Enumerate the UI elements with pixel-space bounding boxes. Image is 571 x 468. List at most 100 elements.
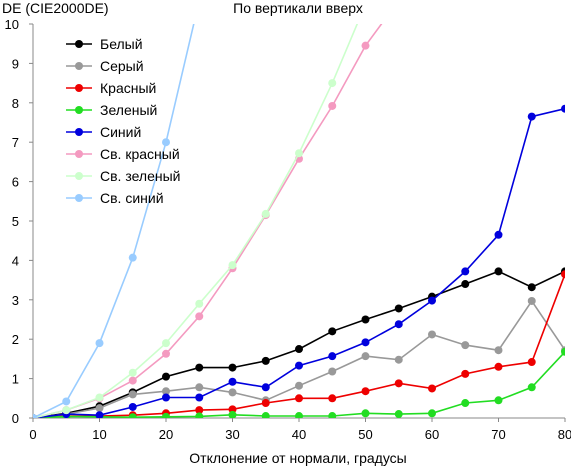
data-point: [195, 299, 204, 308]
data-point: [295, 149, 303, 158]
legend-label: Св. зеленый: [100, 168, 180, 184]
data-point: [361, 352, 370, 361]
data-point: [295, 412, 303, 418]
data-point: [162, 349, 170, 358]
series-layer: [33, 24, 565, 418]
data-point: [95, 339, 104, 348]
series-line: [33, 24, 195, 418]
y-tick-label: 5: [12, 214, 19, 229]
data-point: [128, 390, 137, 399]
data-point: [394, 410, 403, 418]
data-point: [228, 261, 237, 270]
data-point: [527, 112, 536, 121]
data-point: [428, 384, 436, 393]
data-point: [328, 394, 337, 403]
data-point: [162, 339, 170, 348]
y-tick-label: 8: [12, 96, 19, 111]
data-point: [394, 355, 403, 364]
data-point: [494, 230, 503, 239]
x-tick-label: 50: [358, 427, 372, 442]
legend-marker: [75, 84, 83, 92]
x-tick-label: 70: [491, 427, 505, 442]
data-point: [128, 413, 137, 418]
legend-label: Св. синий: [100, 190, 164, 206]
legend-marker: [75, 40, 83, 48]
data-point: [228, 410, 237, 418]
series-8: [33, 24, 195, 418]
data-point: [561, 104, 565, 113]
data-point: [33, 414, 37, 418]
legend-marker: [75, 128, 83, 136]
y-tick-label: 7: [12, 135, 19, 150]
y-tick-label: 4: [12, 253, 19, 268]
data-point: [95, 411, 104, 418]
legend-item: Синий: [66, 124, 141, 140]
data-point: [328, 367, 337, 376]
data-point: [295, 361, 303, 370]
data-point: [494, 346, 503, 355]
data-point: [561, 347, 565, 356]
data-point: [428, 409, 436, 418]
x-tick-label: 10: [92, 427, 106, 442]
y-tick-label: 1: [12, 372, 19, 387]
legend-item: Св. зеленый: [66, 168, 180, 184]
data-point: [494, 396, 503, 405]
data-point: [162, 412, 170, 418]
series-7: [33, 24, 359, 418]
data-point: [261, 399, 270, 408]
legend-marker: [75, 172, 83, 180]
data-point: [494, 267, 503, 276]
legend-item: Белый: [66, 36, 143, 52]
data-point: [394, 304, 403, 313]
data-point: [428, 330, 436, 339]
series-4: [33, 347, 565, 418]
y-tick-label: 9: [12, 56, 19, 71]
data-point: [461, 399, 470, 408]
data-point: [95, 404, 104, 413]
data-point: [328, 327, 337, 336]
data-point: [162, 387, 170, 396]
legend-label: Синий: [100, 124, 141, 140]
data-point: [527, 296, 536, 305]
data-point: [527, 283, 536, 292]
data-point: [62, 397, 71, 406]
x-tick-label: 80: [558, 427, 571, 442]
legend-label: Красный: [100, 80, 156, 96]
y-tick-label: 3: [12, 293, 19, 308]
data-point: [561, 270, 565, 279]
x-axis-label: Отклонение от нормали, градусы: [189, 450, 406, 466]
data-point: [128, 253, 137, 262]
legend-item: Серый: [66, 58, 144, 74]
series-5: [33, 104, 565, 418]
data-point: [361, 338, 370, 347]
legend-item: Красный: [66, 80, 156, 96]
legend-item: Св. красный: [66, 146, 180, 162]
data-point: [62, 406, 71, 415]
data-point: [328, 101, 337, 110]
tick-labels: 0 10 20 30 40 50 60 70 80 0 1 2 3 4 5 6 7 8 9 10: [5, 17, 571, 442]
x-tick-label: 20: [159, 427, 173, 442]
data-point: [295, 345, 303, 354]
data-point: [228, 377, 237, 386]
data-point: [95, 393, 104, 402]
y-tick-label: 2: [12, 332, 19, 347]
data-point: [128, 376, 137, 385]
legend-item: Зеленый: [66, 102, 157, 118]
data-point: [128, 402, 137, 411]
data-point: [361, 387, 370, 396]
data-point: [527, 383, 536, 392]
data-point: [527, 358, 536, 367]
data-point: [328, 412, 337, 418]
data-point: [195, 363, 204, 372]
y-tick-label: 0: [12, 411, 19, 426]
legend-label: Белый: [100, 36, 143, 52]
data-point: [461, 369, 470, 378]
data-point: [361, 409, 370, 418]
data-point: [128, 368, 137, 377]
x-tick-label: 30: [225, 427, 239, 442]
legend-marker: [75, 150, 83, 158]
data-point: [394, 320, 403, 329]
data-point: [394, 379, 403, 388]
chart-title: По вертикали вверх: [233, 0, 363, 16]
